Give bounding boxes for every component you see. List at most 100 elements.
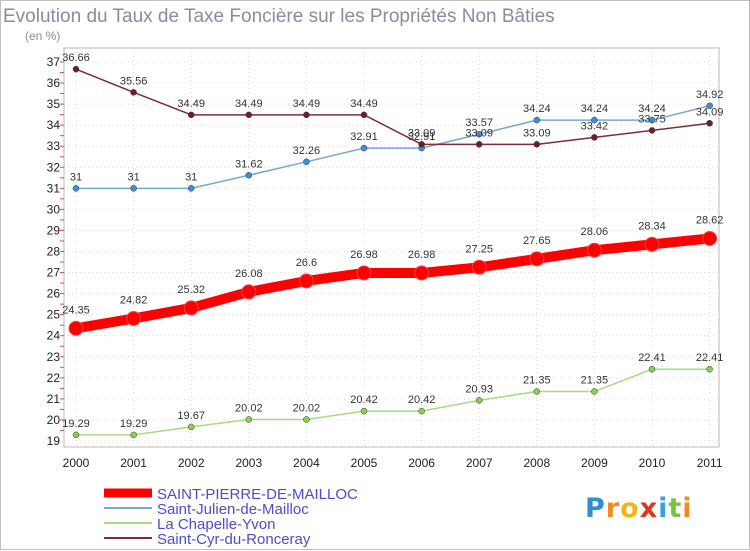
data-point bbox=[245, 416, 253, 423]
data-label: 31 bbox=[185, 171, 197, 183]
data-point bbox=[644, 236, 660, 252]
chart-title: Evolution du Taux de Taxe Foncière sur l… bbox=[3, 6, 555, 27]
axes: 19 20 21 22 23 24 25 26 27 28 29 30 31 32 33 34 35 36 37 20… bbox=[47, 47, 723, 470]
x-tick-label: 2000 bbox=[63, 456, 90, 470]
unit-label: (en %) bbox=[25, 29, 60, 43]
data-label: 22.41 bbox=[638, 352, 666, 364]
data-label: 24.82 bbox=[120, 294, 148, 306]
data-point bbox=[706, 365, 713, 373]
y-tick-label: 24 bbox=[47, 329, 61, 343]
data-point bbox=[586, 242, 602, 258]
y-tick-label: 21 bbox=[47, 392, 61, 406]
data-label: 31 bbox=[70, 171, 82, 183]
x-tick-label: 2010 bbox=[639, 456, 666, 470]
y-tick-label: 30 bbox=[47, 202, 61, 216]
data-label: 33.09 bbox=[465, 127, 493, 139]
data-point bbox=[187, 185, 195, 192]
data-label: 26.08 bbox=[235, 268, 263, 280]
data-label: 34.49 bbox=[293, 98, 321, 110]
data-point bbox=[702, 230, 718, 246]
data-label: 28.34 bbox=[638, 220, 666, 232]
y-tick-label: 27 bbox=[47, 266, 61, 280]
data-label: 27.65 bbox=[523, 235, 551, 247]
legend-label: SAINT-PIERRE-DE-MAILLOC bbox=[157, 486, 358, 503]
series-line bbox=[75, 68, 711, 146]
series-line bbox=[75, 105, 711, 190]
data-point bbox=[475, 397, 483, 404]
x-tick-label: 2011 bbox=[697, 456, 723, 470]
x-tick-label: 2002 bbox=[178, 456, 205, 470]
data-label: 20.02 bbox=[235, 403, 263, 415]
data-point bbox=[130, 89, 137, 96]
y-tick-label: 34 bbox=[47, 118, 61, 132]
data-label: 33.75 bbox=[638, 113, 666, 125]
data-point bbox=[533, 141, 541, 148]
data-point bbox=[303, 416, 310, 423]
data-label: 27.25 bbox=[465, 243, 493, 255]
data-label: 32.91 bbox=[408, 131, 436, 143]
data-point bbox=[706, 120, 713, 127]
data-point bbox=[591, 116, 598, 124]
y-tick-label: 20 bbox=[47, 413, 61, 427]
data-label: 33.57 bbox=[465, 117, 493, 129]
data-point bbox=[418, 141, 425, 148]
data-point bbox=[529, 251, 545, 267]
data-label: 19.67 bbox=[177, 410, 205, 422]
y-tick-label: 23 bbox=[47, 350, 61, 364]
data-point bbox=[126, 310, 142, 326]
data-label: 33.09 bbox=[523, 127, 551, 139]
x-tick-label: 2001 bbox=[120, 456, 147, 470]
data-point bbox=[475, 141, 483, 148]
x-tick-label: 2003 bbox=[235, 456, 262, 470]
data-label: 20.02 bbox=[293, 403, 321, 415]
data-point bbox=[130, 431, 137, 439]
data-label: 20.42 bbox=[408, 394, 436, 406]
data-label: 31 bbox=[127, 171, 139, 183]
x-tick-label: 2007 bbox=[466, 456, 493, 470]
y-tick-label: 33 bbox=[47, 139, 61, 153]
data-label: 34.49 bbox=[177, 98, 205, 110]
data-label: 26.98 bbox=[350, 249, 378, 261]
data-label: 26.6 bbox=[296, 257, 317, 269]
y-tick-label: 29 bbox=[47, 223, 61, 237]
data-labels: 19.29 19.29 19.67 20.02 20.02 20.42 20.42 20.93… bbox=[62, 52, 723, 430]
y-tick-label: 35 bbox=[47, 97, 61, 111]
data-point bbox=[414, 265, 430, 281]
data-label: 22.41 bbox=[696, 352, 724, 364]
y-tick-label: 32 bbox=[47, 160, 61, 174]
data-point bbox=[418, 407, 425, 415]
data-point bbox=[183, 300, 199, 316]
proxiti-logo: Proxiti bbox=[585, 493, 692, 524]
data-point bbox=[303, 111, 310, 119]
data-point bbox=[298, 273, 314, 289]
legend-label: La Chapelle-Yvon bbox=[157, 516, 275, 533]
data-label: 20.42 bbox=[350, 394, 378, 406]
series-line bbox=[71, 233, 715, 334]
data-label: 36.66 bbox=[62, 52, 90, 64]
data-point bbox=[706, 102, 713, 110]
data-point bbox=[241, 284, 257, 300]
series-line bbox=[75, 368, 711, 436]
y-tick-label: 19 bbox=[47, 434, 61, 448]
data-label: 32.91 bbox=[350, 131, 378, 143]
plot-border bbox=[63, 47, 720, 448]
data-point bbox=[533, 116, 541, 124]
y-tick-label: 37 bbox=[47, 55, 61, 69]
data-point bbox=[72, 431, 80, 439]
data-label: 34.24 bbox=[638, 103, 666, 115]
data-label: 33.09 bbox=[408, 127, 436, 139]
data-label: 28.62 bbox=[696, 214, 724, 226]
data-point bbox=[360, 144, 368, 152]
data-point bbox=[68, 320, 84, 336]
data-label: 31.62 bbox=[235, 158, 263, 170]
x-tick-label: 2004 bbox=[293, 456, 320, 470]
data-point bbox=[533, 388, 541, 395]
data-label: 34.09 bbox=[696, 106, 724, 118]
data-label: 21.35 bbox=[523, 375, 551, 387]
data-point bbox=[303, 158, 310, 166]
x-tick-label: 2005 bbox=[351, 456, 378, 470]
legend-label: Saint-Cyr-du-Ronceray bbox=[157, 531, 311, 548]
data-point bbox=[72, 65, 80, 73]
y-tick-label: 25 bbox=[47, 308, 61, 322]
